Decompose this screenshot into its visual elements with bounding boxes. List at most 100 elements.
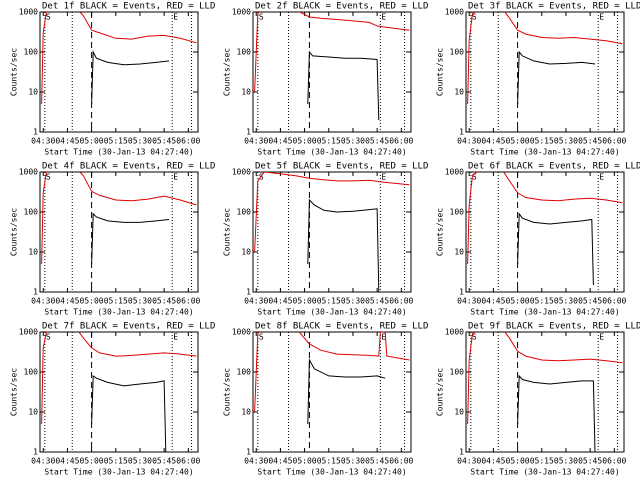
x-axis-label: Start Time (30-Jan-13 04:27:40) — [257, 308, 406, 317]
x-tick-label: 05:30 — [128, 137, 152, 146]
series-line — [517, 374, 596, 452]
x-tick-label: 06:00 — [602, 457, 626, 466]
y-axis-label: Counts/sec — [223, 208, 232, 256]
x-tick-label: 05:00 — [80, 457, 104, 466]
panel-title: Det 9f BLACK = Events, RED = LLD — [468, 322, 640, 332]
x-tick-label: 06:00 — [176, 297, 200, 306]
x-tick-label: 05:45 — [578, 137, 602, 146]
y-tick-label: 100 — [237, 208, 252, 217]
plot-frame — [252, 331, 412, 453]
series-line — [254, 12, 410, 93]
series-line — [41, 332, 197, 425]
event-label: S — [46, 173, 51, 182]
x-tick-label: 05:00 — [80, 137, 104, 146]
x-tick-label: 05:30 — [341, 297, 365, 306]
series-line — [307, 198, 380, 292]
x-tick-label: 04:30 — [457, 137, 481, 146]
panel: Det 5f BLACK = Events, RED = LLD Counts/s… — [223, 162, 429, 317]
x-tick-label: 05:15 — [317, 457, 341, 466]
event-label: E — [381, 13, 386, 22]
panel: Det 6f BLACK = Events, RED = LLD Counts/s… — [436, 162, 640, 317]
event-label: E — [173, 173, 178, 182]
panel-title: Det 7f BLACK = Events, RED = LLD — [42, 322, 215, 332]
series-line — [91, 212, 170, 265]
plot-area — [467, 332, 623, 452]
x-tick-label: 04:30 — [31, 297, 55, 306]
series-line — [91, 374, 167, 452]
x-tick-label: 04:45 — [268, 297, 292, 306]
x-tick-label: 05:00 — [293, 457, 317, 466]
panel: Det 4f BLACK = Events, RED = LLD Counts/s… — [10, 162, 216, 317]
y-tick-label: 10 — [28, 248, 38, 257]
x-tick-label: 05:45 — [152, 457, 176, 466]
y-tick-label: 1000 — [232, 328, 251, 337]
plot-area — [467, 172, 623, 286]
y-tick-label: 1000 — [19, 328, 38, 337]
y-tick-label: 100 — [24, 48, 39, 57]
y-tick-label: 10 — [241, 408, 251, 417]
x-tick-label: 04:30 — [244, 457, 268, 466]
x-tick-label: 05:15 — [104, 297, 128, 306]
x-tick-label: 05:00 — [293, 297, 317, 306]
series-line — [307, 358, 386, 425]
y-axis-label: Counts/sec — [10, 48, 19, 96]
plot-area — [41, 332, 197, 452]
series-line — [467, 172, 623, 265]
y-tick-label: 100 — [450, 208, 465, 217]
x-tick-label: 04:30 — [244, 137, 268, 146]
x-tick-label: 05:15 — [317, 137, 341, 146]
x-tick-label: 05:45 — [578, 297, 602, 306]
panel-title: Det 2f BLACK = Events, RED = LLD — [255, 2, 428, 12]
series-line — [91, 50, 170, 105]
x-tick-label: 05:30 — [554, 297, 578, 306]
x-tick-label: 04:45 — [268, 137, 292, 146]
x-tick-label: 05:30 — [341, 137, 365, 146]
y-tick-label: 1 — [459, 128, 464, 137]
panel: Det 7f BLACK = Events, RED = LLD Counts/s… — [10, 322, 216, 477]
plot-frame — [465, 11, 625, 133]
y-tick-label: 1 — [459, 288, 464, 297]
panel: Det 3f BLACK = Events, RED = LLD Counts/s… — [436, 2, 640, 157]
panel: Det 2f BLACK = Events, RED = LLD Counts/s… — [223, 2, 429, 157]
x-axis-label: Start Time (30-Jan-13 04:27:40) — [44, 148, 193, 157]
event-label: S — [259, 333, 264, 342]
y-tick-label: 100 — [24, 368, 39, 377]
x-tick-label: 04:30 — [31, 457, 55, 466]
x-tick-label: 04:45 — [55, 137, 79, 146]
x-tick-label: 04:30 — [457, 457, 481, 466]
y-tick-label: 1000 — [445, 8, 464, 17]
event-label: E — [173, 13, 178, 22]
x-tick-label: 05:30 — [128, 297, 152, 306]
panel-title: Det 3f BLACK = Events, RED = LLD — [468, 2, 640, 12]
y-tick-label: 10 — [28, 408, 38, 417]
x-tick-label: 05:45 — [578, 457, 602, 466]
x-tick-label: 05:45 — [152, 297, 176, 306]
plot-frame — [39, 11, 199, 133]
panel-title: Det 4f BLACK = Events, RED = LLD — [42, 162, 215, 172]
x-tick-label: 04:45 — [481, 457, 505, 466]
x-tick-label: 04:30 — [244, 297, 268, 306]
x-tick-label: 05:00 — [293, 137, 317, 146]
event-label: E — [599, 173, 604, 182]
x-tick-label: 05:45 — [365, 457, 389, 466]
series-line — [307, 50, 380, 121]
series-line — [517, 212, 594, 286]
plot-area — [254, 172, 410, 292]
x-tick-label: 05:30 — [128, 457, 152, 466]
x-tick-label: 05:30 — [554, 457, 578, 466]
x-tick-label: 05:15 — [104, 137, 128, 146]
y-tick-label: 10 — [241, 248, 251, 257]
x-tick-label: 05:30 — [554, 137, 578, 146]
y-tick-label: 10 — [454, 88, 464, 97]
x-axis-label: Start Time (30-Jan-13 04:27:40) — [470, 308, 619, 317]
x-axis-label: Start Time (30-Jan-13 04:27:40) — [44, 468, 193, 477]
plot-area — [467, 12, 623, 105]
y-axis-label: Counts/sec — [223, 368, 232, 416]
series-line — [467, 332, 623, 425]
x-axis-label: Start Time (30-Jan-13 04:27:40) — [257, 148, 406, 157]
event-label: S — [46, 13, 51, 22]
y-axis-label: Counts/sec — [436, 208, 445, 256]
x-tick-label: 05:00 — [80, 297, 104, 306]
y-tick-label: 1 — [33, 128, 38, 137]
